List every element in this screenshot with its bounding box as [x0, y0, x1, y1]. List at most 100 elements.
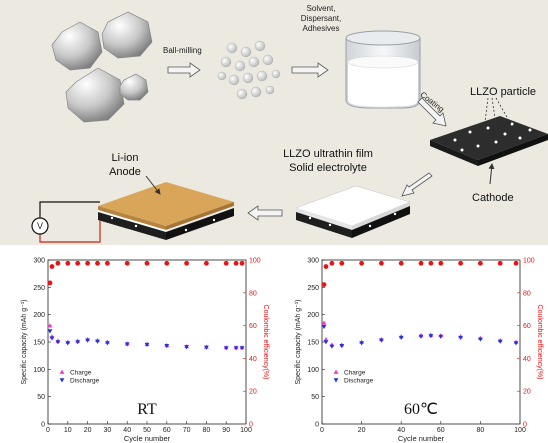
- y-tick-label: 50: [311, 394, 319, 401]
- y-tick-label: 0: [315, 422, 319, 429]
- y2-tick-label: 60: [523, 323, 531, 330]
- x-tick-label: 50: [143, 427, 151, 434]
- discharge-point: [105, 341, 110, 346]
- y-axis-label: Specific capacity (mAh g⁻¹): [21, 300, 28, 385]
- x-tick-label: 20: [84, 427, 92, 434]
- y-tick-label: 50: [37, 394, 45, 401]
- discharge-point: [438, 334, 444, 339]
- y2-axis-label: Coulombic efficiency(%): [262, 305, 269, 380]
- discharge-point: [418, 334, 424, 339]
- legend-label: Charge: [344, 370, 366, 377]
- legend-charge-marker: [59, 369, 65, 374]
- dispersant-label: Dispersant,: [300, 14, 342, 23]
- discharge-point: [428, 334, 434, 339]
- efficiency-point: [497, 260, 503, 266]
- x-tick-label: 80: [203, 427, 211, 434]
- y2-tick-label: 60: [249, 323, 257, 330]
- discharge-point: [223, 346, 229, 351]
- efficiency-point: [95, 260, 100, 266]
- legend-label: Discharge: [70, 378, 100, 385]
- y-tick-label: 150: [33, 340, 45, 347]
- cycling-chart-rt: 0 10 20 30 40 50 60 70 80 90 100 0 50 100 150 200 250 300…: [0, 250, 274, 443]
- y2-tick-label: 100: [249, 258, 261, 265]
- llzo-crystals: [51, 11, 153, 123]
- efficiency-point: [65, 260, 71, 266]
- efficiency-point: [239, 260, 245, 266]
- process-arrow: [167, 62, 201, 78]
- schematic-drawing: [31, 11, 548, 243]
- efficiency-point: [398, 260, 404, 266]
- x-tick-label: 60: [437, 427, 445, 434]
- efficiency-point: [418, 260, 424, 266]
- y-tick-label: 100: [33, 367, 45, 374]
- efficiency-point: [55, 260, 61, 266]
- x-tick-label: 100: [514, 427, 526, 434]
- process-schematic: Ball-milling Solvent, Dispersant, Adhesi…: [0, 0, 548, 245]
- full-cell: [31, 175, 234, 243]
- y2-tick-label: 20: [249, 389, 257, 396]
- coating-arrow: [417, 97, 447, 127]
- x-tick-label: 70: [183, 427, 191, 434]
- x-tick-label: 0: [320, 427, 324, 434]
- y2-tick-label: 80: [249, 290, 257, 297]
- efficiency-point: [144, 260, 150, 266]
- efficiency-point: [428, 260, 434, 266]
- x-tick-label: 90: [222, 427, 230, 434]
- efficiency-point: [75, 260, 81, 266]
- adhesives-label: Adhesives: [302, 24, 340, 33]
- efficiency-point: [47, 280, 53, 286]
- legend-label: Discharge: [344, 378, 374, 385]
- efficiency-point: [329, 260, 335, 266]
- discharge-point: [233, 346, 239, 351]
- cathode-slab: [430, 97, 548, 185]
- legend-charge-marker: [333, 369, 339, 374]
- process-arrow: [247, 205, 283, 221]
- cycling-chart-60c: 0 20 40 60 80 100 0 50 100 150 200 250 300 0 20 40 60 80 1…: [274, 250, 548, 443]
- electrolyte-film-slab: [295, 185, 411, 238]
- legend-discharge-marker: [333, 378, 339, 383]
- anode-label-line1: Li-ion: [111, 152, 139, 164]
- beaker-slurry: [345, 30, 421, 109]
- efficiency-point: [49, 264, 55, 269]
- y2-tick-label: 80: [523, 290, 531, 297]
- y-tick-label: 300: [307, 258, 319, 265]
- charge-point: [323, 336, 329, 342]
- discharge-point: [379, 338, 384, 343]
- discharge-point: [321, 324, 327, 330]
- legend-label: Charge: [70, 370, 92, 377]
- y-tick-label: 300: [33, 258, 45, 265]
- efficiency-point: [164, 260, 170, 266]
- discharge-point: [239, 346, 245, 351]
- y-tick-label: 200: [307, 312, 319, 319]
- efficiency-point: [223, 260, 229, 266]
- x-tick-label: 40: [123, 427, 131, 434]
- discharge-point: [75, 340, 81, 345]
- ball-milling-label: Ball-milling: [163, 46, 202, 55]
- discharge-point: [497, 339, 503, 344]
- discharge-point: [55, 340, 61, 345]
- discharge-point: [398, 335, 404, 341]
- x-tick-label: 10: [64, 427, 72, 434]
- discharge-point: [95, 339, 100, 344]
- charge-point: [47, 323, 53, 328]
- x-tick-label: 0: [46, 427, 50, 434]
- discharge-point: [323, 340, 329, 345]
- efficiency-point: [105, 260, 110, 266]
- efficiency-point: [233, 260, 239, 266]
- charge-point: [321, 320, 327, 325]
- discharge-point: [164, 344, 170, 349]
- x-tick-label: 80: [477, 427, 485, 434]
- efficiency-point: [85, 260, 90, 266]
- x-tick-label: 40: [397, 427, 405, 434]
- process-arrow: [291, 62, 329, 78]
- y-tick-label: 150: [307, 340, 319, 347]
- voltmeter-label: V: [36, 221, 43, 231]
- x-tick-label: 60: [163, 427, 171, 434]
- discharge-point: [339, 344, 345, 349]
- discharge-point: [49, 336, 55, 341]
- discharge-point: [144, 342, 150, 348]
- y2-tick-label: 20: [523, 389, 531, 396]
- discharge-point: [124, 342, 130, 347]
- discharge-point: [478, 337, 483, 342]
- x-tick-label: 30: [104, 427, 112, 434]
